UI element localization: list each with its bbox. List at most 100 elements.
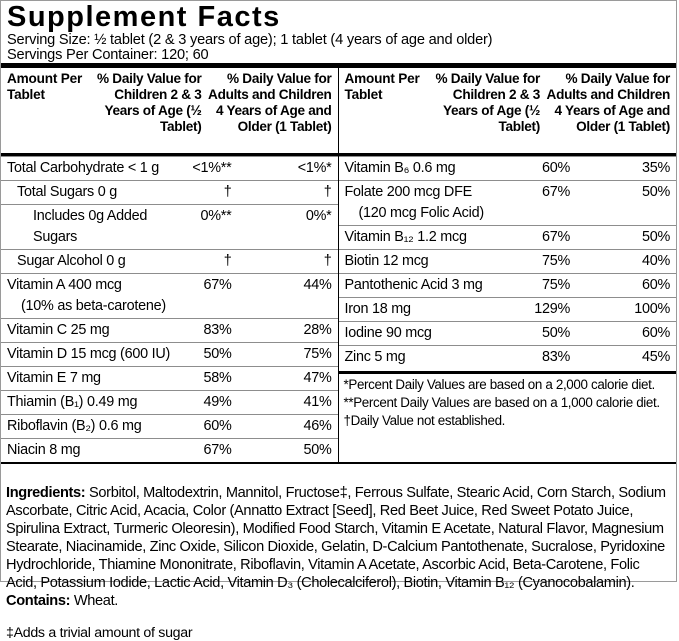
nutrient-table: Amount Per Tablet % Daily Value for Chil… bbox=[1, 68, 676, 464]
dv-children-value: 83% bbox=[541, 349, 570, 365]
dv-adults-value: 50% bbox=[641, 184, 670, 200]
dv-adults-value: 41% bbox=[303, 394, 332, 410]
ingredients-list: Sorbitol, Maltodextrin, Mannitol, Fructo… bbox=[6, 484, 666, 591]
nutrient-name: Includes 0g Added Sugars bbox=[33, 208, 148, 245]
nutrient-row: Vitamin D 15 mcg (600 IU) 50% 75% bbox=[1, 342, 338, 366]
dv-adults-header: % Daily Value for Adults and Children 4 … bbox=[546, 71, 671, 134]
contains-label: Contains: bbox=[6, 592, 71, 609]
nutrient-row: Vitamin E 7 mg 58% 47% bbox=[1, 366, 338, 390]
dv-adults-value: 75% bbox=[303, 346, 332, 362]
dv-children-value: 50% bbox=[203, 346, 232, 362]
footnote-2000-calorie: *Percent Daily Values are based on a 2,0… bbox=[343, 377, 656, 392]
nutrient-name: Biotin 12 mcg bbox=[344, 253, 429, 269]
nutrient-row: Thiamin (B₁) 0.49 mg 49% 41% bbox=[1, 390, 338, 414]
label-header: Supplement Facts Serving Size: ½ tablet … bbox=[1, 1, 676, 63]
dv-children-value: 58% bbox=[203, 370, 232, 386]
nutrient-row: Zinc 5 mg 83% 45% bbox=[338, 345, 676, 369]
dv-children-value: 83% bbox=[203, 322, 232, 338]
dv-adults-value: 100% bbox=[634, 301, 670, 317]
nutrient-row: Folate 200 mcg DFE (120 mcg Folic Acid) 6… bbox=[338, 180, 676, 225]
ingredients-label: Ingredients: bbox=[6, 484, 86, 501]
column-header-left: Amount Per Tablet % Daily Value for Chil… bbox=[1, 68, 338, 156]
dv-children-value: † bbox=[223, 253, 232, 269]
nutrient-name: Vitamin B₆ 0.6 mg bbox=[344, 160, 456, 176]
nutrient-row: Vitamin A 400 mcg (10% as beta-carotene) … bbox=[1, 273, 338, 318]
dv-children-value: 50% bbox=[541, 325, 570, 341]
amount-per-tablet-header: Amount Per Tablet bbox=[7, 71, 83, 102]
dv-adults-value: † bbox=[323, 253, 332, 269]
dv-adults-value: 46% bbox=[303, 418, 332, 434]
dv-children-value: 75% bbox=[541, 253, 570, 269]
nutrient-row: Iodine 90 mcg 50% 60% bbox=[338, 321, 676, 345]
nutrient-name: Vitamin A 400 mcg bbox=[7, 277, 122, 293]
dv-children-value: <1%** bbox=[192, 160, 232, 176]
dv-children-value: † bbox=[223, 184, 232, 200]
nutrient-name: Thiamin (B₁) 0.49 mg bbox=[7, 394, 138, 410]
dv-children-value: 75% bbox=[541, 277, 570, 293]
nutrient-row: Total Carbohydrate < 1 g <1%** <1%* bbox=[1, 156, 338, 180]
nutrient-row: Vitamin B₆ 0.6 mg 60% 35% bbox=[338, 156, 676, 180]
servings-per-container-line: Servings Per Container: 120; 60 bbox=[7, 47, 209, 63]
serving-size-line: Serving Size: ½ tablet (2 & 3 years of a… bbox=[7, 32, 493, 48]
dv-adults-value: 60% bbox=[641, 325, 670, 341]
footnotes: *Percent Daily Values are based on a 2,0… bbox=[339, 374, 677, 432]
nutrient-row: Vitamin C 25 mg 83% 28% bbox=[1, 318, 338, 342]
footnote-divider-bar bbox=[338, 371, 676, 374]
nutrient-row: Sugar Alcohol 0 g † † bbox=[1, 249, 338, 273]
nutrient-name: Vitamin E 7 mg bbox=[7, 370, 101, 386]
dv-adults-value: 0%* bbox=[305, 208, 332, 224]
trivial-sugar-note: ‡Adds a trivial amount of sugar bbox=[6, 625, 193, 641]
dv-children-header: % Daily Value for Children 2 & 3 Years o… bbox=[97, 71, 202, 134]
page-title: Supplement Facts bbox=[7, 1, 281, 33]
dv-adults-value: 50% bbox=[303, 442, 332, 458]
nutrient-name: Vitamin B₁₂ 1.2 mcg bbox=[344, 229, 467, 245]
dv-children-value: 49% bbox=[203, 394, 232, 410]
nutrient-row: Niacin 8 mg 67% 50% bbox=[1, 438, 338, 462]
contains-value: Wheat. bbox=[70, 592, 118, 609]
nutrient-name-line2: (120 mcg Folic Acid) bbox=[358, 205, 485, 221]
dv-adults-value: 44% bbox=[303, 277, 332, 293]
nutrient-name: Zinc 5 mg bbox=[344, 349, 406, 365]
dv-adults-value: <1%* bbox=[297, 160, 332, 176]
footnote-dv-not-established: †Daily Value not established. bbox=[343, 413, 506, 428]
dv-adults-value: 60% bbox=[641, 277, 670, 293]
nutrient-column-left: Amount Per Tablet % Daily Value for Chil… bbox=[1, 68, 339, 462]
dv-adults-value: 28% bbox=[303, 322, 332, 338]
dv-children-value: 67% bbox=[203, 442, 232, 458]
dv-adults-value: † bbox=[323, 184, 332, 200]
nutrient-name-line2: (10% as beta-carotene) bbox=[21, 298, 166, 314]
nutrient-row: Biotin 12 mcg 75% 40% bbox=[338, 249, 676, 273]
dv-adults-value: 45% bbox=[641, 349, 670, 365]
dv-children-value: 67% bbox=[541, 229, 570, 245]
nutrient-name: Iron 18 mg bbox=[344, 301, 412, 317]
nutrient-column-right: Amount Per Tablet % Daily Value for Chil… bbox=[338, 68, 677, 462]
nutrient-name: Total Sugars 0 g bbox=[17, 184, 117, 200]
nutrient-name: Iodine 90 mcg bbox=[344, 325, 432, 341]
dv-children-value: 60% bbox=[203, 418, 232, 434]
column-header-right: Amount Per Tablet % Daily Value for Chil… bbox=[338, 68, 676, 156]
dv-children-header: % Daily Value for Children 2 & 3 Years o… bbox=[435, 71, 541, 134]
dv-children-value: 0%** bbox=[200, 208, 232, 224]
dv-children-value: 129% bbox=[534, 301, 570, 317]
dv-adults-value: 40% bbox=[641, 253, 670, 269]
nutrient-row: Riboflavin (B₂) 0.6 mg 60% 46% bbox=[1, 414, 338, 438]
dv-adults-value: 50% bbox=[641, 229, 670, 245]
nutrient-row: Pantothenic Acid 3 mg 75% 60% bbox=[338, 273, 676, 297]
nutrient-name: Total Carbohydrate < 1 g bbox=[7, 160, 159, 176]
nutrient-row: Iron 18 mg 129% 100% bbox=[338, 297, 676, 321]
nutrient-name: Vitamin D 15 mcg (600 IU) bbox=[7, 346, 171, 362]
nutrient-row: Total Sugars 0 g † † bbox=[1, 180, 338, 204]
dv-adults-header: % Daily Value for Adults and Children 4 … bbox=[208, 71, 332, 134]
dv-children-value: 60% bbox=[541, 160, 570, 176]
nutrient-row: Vitamin B₁₂ 1.2 mcg 67% 50% bbox=[338, 225, 676, 249]
amount-per-tablet-header: Amount Per Tablet bbox=[344, 71, 420, 102]
header-divider-bar bbox=[1, 63, 676, 68]
footnote-1000-calorie: **Percent Daily Values are based on a 1,… bbox=[343, 395, 661, 410]
nutrient-name: Niacin 8 mg bbox=[7, 442, 81, 458]
dv-children-value: 67% bbox=[203, 277, 232, 293]
nutrient-name: Vitamin C 25 mg bbox=[7, 322, 110, 338]
nutrient-name: Pantothenic Acid 3 mg bbox=[344, 277, 483, 293]
nutrient-name: Folate 200 mcg DFE bbox=[344, 184, 473, 200]
nutrient-name: Sugar Alcohol 0 g bbox=[17, 253, 126, 269]
